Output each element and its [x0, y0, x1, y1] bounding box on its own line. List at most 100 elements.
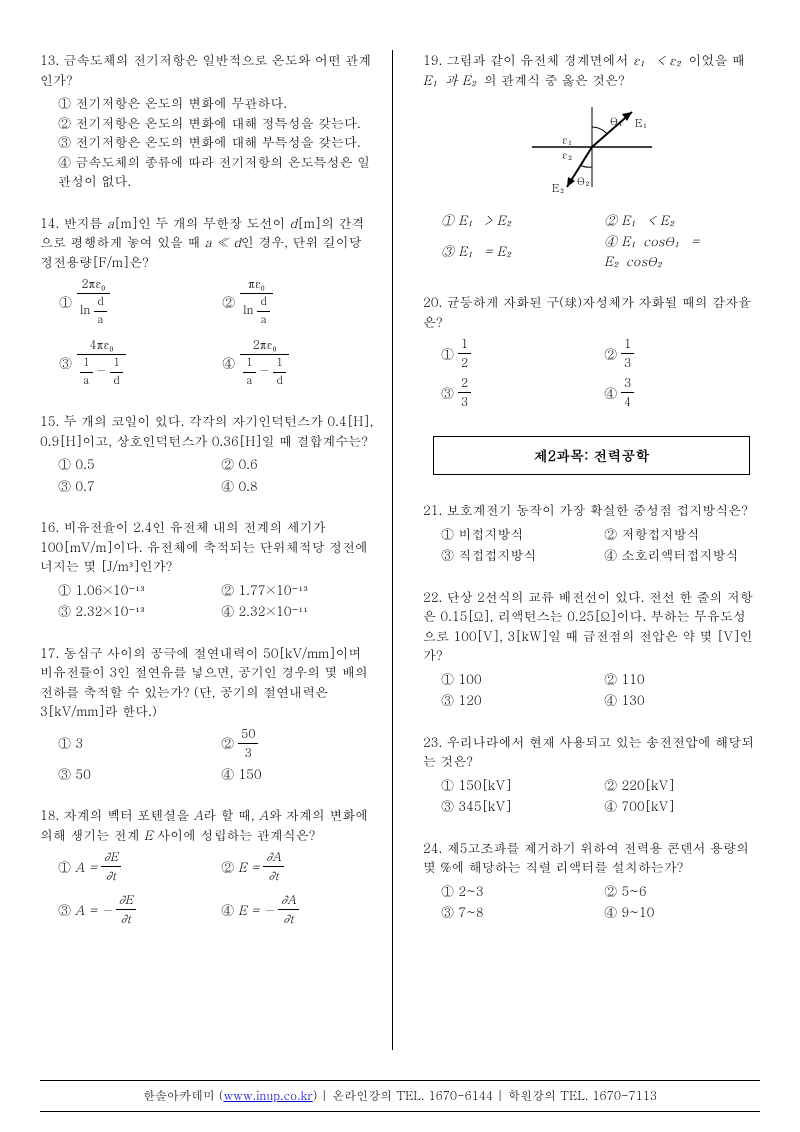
q20-f2n: 1: [621, 335, 634, 354]
q24-c2: ② 5~6: [604, 881, 757, 901]
q14-c4-da: a: [243, 373, 256, 390]
q15-c1: ① 0.5: [58, 454, 211, 474]
q14-c3: ③ 4πε₀ 1a − 1d: [58, 336, 211, 389]
q18-choices: ① A = ∂E∂t ② E = ∂A∂t ③ A = − ∂E∂t: [40, 848, 377, 928]
q14-c1-ln: ln: [80, 301, 90, 318]
q16-text: 비유전율이 2.4인 유전체 내의 전계의 세기가 100[mV/m]이다. 유…: [40, 517, 368, 575]
q18-c4: ④ E = − ∂A∂t: [221, 891, 374, 928]
q14-c2-ln: ln: [243, 301, 253, 318]
q18-c2-lhs: E =: [238, 857, 259, 877]
q22-number: 22.: [423, 587, 442, 606]
q15-choices: ① 0.5 ② 0.6 ③ 0.7 ④ 0.8: [40, 454, 377, 495]
q15-text: 두 개의 코일이 있다. 각각의 자기인덕턴스가 0.4[H], 0.9[H]이…: [40, 411, 373, 450]
q24-c4: ④ 9~10: [604, 902, 757, 922]
q20-c3-l: ③: [441, 383, 454, 403]
question-22: 22. 단상 2선식의 교류 배전선이 있다. 전선 한 줄의 저항은 0.15…: [423, 587, 760, 710]
q15-number: 15.: [40, 411, 59, 430]
diagram-e1: E₁: [635, 116, 653, 131]
q14-c1-ia: a: [94, 312, 106, 329]
q19-rel: E₁과 E₂: [423, 70, 484, 89]
q17-number: 17.: [40, 643, 59, 662]
q19-t1: 그림과 같이 유전체 경계면에서: [447, 50, 633, 69]
q14-c1: ① 2πε₀ ln d a: [58, 275, 211, 328]
diagram-theta1: θ₁: [610, 114, 629, 129]
q14-t1: 반지름: [64, 213, 107, 232]
q19-cond: ε₁ < ε₂: [633, 50, 688, 69]
q18-t4: 사이에 성립하는 관계식은?: [153, 825, 316, 844]
q20-c1: ① 12: [441, 335, 594, 372]
refraction-diagram-icon: θ₁ E₁ ε₁ ε₂ θ₂ E₂: [522, 97, 662, 197]
q18-c4-lhs: E = −: [238, 900, 274, 920]
q18-c1-label: ①: [58, 857, 71, 877]
q23-c1: ① 150[kV]: [441, 775, 594, 795]
section-2-header: 제2과목: 전력공학: [433, 436, 750, 475]
q20-c1-l: ①: [441, 344, 454, 364]
q14-c3-da: a: [80, 373, 93, 390]
q16-choices: ① 1.06×10⁻¹³ ② 1.77×10⁻¹³ ③ 2.32×10⁻¹³ ④…: [40, 580, 377, 621]
q14-c4: ④ 2πε₀ 1a − 1d: [221, 336, 374, 389]
q20-c4-l: ④: [604, 383, 617, 403]
q18-c3-n: ∂E: [116, 891, 136, 910]
q14-c4-dd: d: [273, 373, 286, 390]
q17-c2: ② 50 3: [221, 725, 374, 762]
q23-number: 23.: [423, 732, 442, 751]
left-column: 13. 금속도체의 전기저항은 일반적으로 온도와 어떤 관계인가? ① 전기저…: [40, 50, 393, 1050]
q17-c3: ③ 50: [58, 764, 211, 784]
q21-c3: ③ 직접접지방식: [441, 545, 594, 565]
q23-choices: ① 150[kV] ② 220[kV] ③ 345[kV] ④ 700[kV]: [423, 775, 760, 816]
q14-c1-id: d: [94, 294, 106, 312]
q17-c2-label: ②: [221, 733, 234, 753]
q20-c2: ② 13: [604, 335, 757, 372]
q19-t2: 이었을 때: [688, 50, 744, 69]
q21-c2: ② 저항접지방식: [604, 524, 757, 544]
q20-f3n: 2: [458, 374, 471, 393]
q20-c3: ③ 23: [441, 374, 594, 411]
q14-c2-label: ②: [221, 292, 236, 312]
q18-c3-d: ∂t: [116, 910, 136, 928]
q13-choices: ① 전기저항은 온도의 변화에 무관하다. ② 전기저항은 온도의 변화에 대해…: [40, 93, 377, 191]
q14-choices: ① 2πε₀ ln d a: [40, 275, 377, 389]
q13-c3: ③ 전기저항은 온도의 변화에 대해 부특성을 갖는다.: [58, 132, 377, 152]
q18-c2-label: ②: [221, 857, 234, 877]
q24-number: 24.: [423, 838, 442, 857]
footer-link[interactable]: www.inup.co.kr: [223, 1087, 312, 1104]
q17-c2-den: 3: [238, 744, 258, 762]
q19-t3: 의 관계식 중 옳은 것은?: [484, 70, 625, 89]
q18-number: 18.: [40, 805, 59, 824]
q14-text: 반지름 a[m]인 두 개의 무한장 도선이 d[m]의 간격으로 평행하게 놓…: [40, 213, 365, 271]
q22-c4: ④ 130: [604, 690, 757, 710]
q18-c4-d: ∂t: [278, 910, 299, 928]
q23-c3: ③ 345[kV]: [441, 796, 594, 816]
question-17: 17. 동심구 사이의 공극에 절연내력이 50[kV/mm]이며 비유전률이 …: [40, 643, 377, 784]
q14-c2-ia: a: [257, 312, 269, 329]
footer-sep1: ) | 온라인강의 TEL.: [313, 1087, 429, 1104]
q14-c3-dd: d: [110, 373, 123, 390]
q16-c1: ① 1.06×10⁻¹³: [58, 580, 211, 600]
q14-c2: ② πε₀ ln d a: [221, 275, 374, 328]
q14-c3-label: ③: [58, 353, 73, 373]
q24-c1: ① 2~3: [441, 881, 594, 901]
q18-text: 자계의 벡터 포텐셜을 A라 할 때, A와 자계의 변화에 의해 생기는 전계…: [40, 805, 368, 844]
q18-c1-lhs: A =: [75, 857, 97, 877]
q18-c3-lhs: A = −: [75, 900, 112, 920]
q20-f1n: 1: [458, 335, 471, 354]
question-24: 24. 제5고조파를 제거하기 위하여 전력용 콘덴서 용량의 몇 %에 해당하…: [423, 838, 760, 922]
q20-f4n: 3: [621, 374, 634, 393]
q23-text: 우리나라에서 현재 사용되고 있는 송전전압에 해당되는 것은?: [423, 732, 754, 771]
q18-c1-n: ∂E: [101, 848, 121, 867]
q20-f2d: 3: [621, 354, 634, 372]
q17-c2-num: 50: [238, 725, 258, 744]
q21-c1: ① 비접지방식: [441, 524, 594, 544]
q14-c1-frac: 2πε₀ ln d a: [77, 275, 110, 328]
q19-c2: ② E₁ < E₂: [604, 210, 757, 230]
q13-number: 13.: [40, 50, 59, 69]
q24-c3: ③ 7~8: [441, 902, 594, 922]
q16-c4: ④ 2.32×10⁻¹¹: [221, 601, 374, 621]
q13-c4: ④ 금속도체의 종류에 따라 전기저항의 온도특성은 일관성이 없다.: [58, 152, 377, 191]
q22-choices: ① 100 ② 110 ③ 120 ④ 130: [423, 669, 760, 710]
q14-c4-frac: 2πε₀ 1a − 1d: [240, 336, 289, 389]
q16-number: 16.: [40, 517, 59, 536]
q24-choices: ① 2~3 ② 5~6 ③ 7~8 ④ 9~10: [423, 881, 760, 922]
q14-c3-1a: 1: [80, 355, 93, 373]
q18-c4-n: ∂A: [278, 891, 299, 910]
